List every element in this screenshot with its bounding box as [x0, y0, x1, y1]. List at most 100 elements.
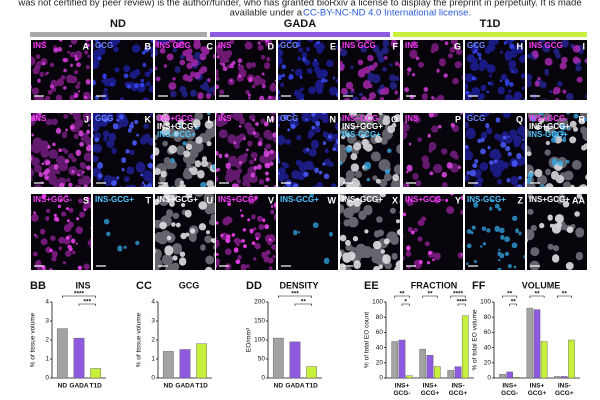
panel-image	[403, 194, 463, 270]
cell-blobs	[155, 194, 215, 270]
bar	[162, 351, 174, 379]
chart-title: GCG	[179, 280, 200, 290]
cell-blobs	[31, 194, 91, 270]
panel-letter: U	[207, 195, 214, 205]
bar	[568, 339, 575, 379]
panel-image	[340, 40, 400, 100]
cell-blobs	[155, 113, 215, 187]
panel-label: INS+GCG-	[33, 195, 72, 204]
group-label: GADA	[284, 18, 316, 30]
significance-label: ****	[457, 299, 468, 306]
chart-letter: BB	[30, 280, 46, 292]
cell-blobs	[340, 194, 400, 270]
y-tick-label: 100	[254, 337, 265, 344]
y-tick-label: 150	[254, 318, 265, 325]
panel-label: INS+GCG-	[342, 114, 381, 123]
group-bar	[30, 32, 207, 37]
y-tick-label: 80	[376, 314, 384, 321]
panel-letter: J	[84, 114, 89, 124]
bar	[419, 348, 427, 379]
panel-image	[465, 113, 525, 187]
cell-blobs	[527, 113, 587, 187]
panel-label: INS GCG	[342, 41, 376, 50]
panel-letter: M	[267, 114, 275, 124]
chart-letter: EE	[364, 280, 379, 292]
y-tick-label: 4	[45, 299, 49, 306]
panel-label: INS+GCG-	[405, 195, 444, 204]
bar	[461, 315, 469, 379]
significance-label: ****	[74, 291, 85, 298]
panel-label: GCG	[95, 41, 113, 50]
panel-label: INS	[405, 41, 419, 50]
chart-letter: DD	[246, 280, 262, 292]
panel-image	[278, 113, 338, 187]
x-tick-label: INS+	[395, 383, 410, 390]
bar	[179, 349, 191, 379]
panel-image	[93, 113, 153, 187]
panel-image	[216, 113, 276, 187]
bar	[196, 343, 208, 379]
y-tick-label: 0	[261, 375, 265, 382]
panel-image	[465, 40, 525, 100]
panel-label: INS	[33, 41, 47, 50]
cell-blobs	[278, 113, 338, 187]
cell-blobs	[216, 113, 276, 187]
panel-letter: V	[268, 195, 274, 205]
significance-label: ***	[84, 299, 92, 306]
panel-letter: Q	[516, 114, 523, 124]
panel-label: GCG	[280, 114, 298, 123]
panel-image	[527, 40, 587, 100]
cell-blobs	[155, 40, 215, 100]
panel-image	[403, 113, 463, 187]
x-tick-label: ND	[58, 383, 68, 390]
cell-blobs	[465, 40, 525, 100]
y-tick-label: 60	[376, 329, 384, 336]
y-axis-label: % of tissue volume	[30, 312, 37, 367]
y-tick-label: 1	[151, 356, 155, 363]
cell-blobs	[527, 194, 585, 270]
x-tick-label: GCG+	[555, 390, 574, 397]
panel-label: INS-GCG+	[95, 195, 134, 204]
chart-title: VOLUME	[522, 280, 561, 290]
bar	[289, 341, 301, 379]
x-tick-label: GCG+	[528, 390, 547, 397]
y-tick-label: 100	[372, 299, 383, 306]
x-tick-label: INS+	[502, 383, 517, 390]
panel-letter: D	[268, 41, 275, 51]
bar	[447, 370, 455, 379]
cell-blobs	[93, 40, 153, 100]
significance-label: ***	[291, 291, 299, 298]
x-tick-label: ND	[274, 383, 284, 390]
cell-blobs	[216, 197, 276, 270]
y-tick-label: 0	[379, 375, 383, 382]
bar	[533, 309, 541, 379]
x-tick-label: INS+	[530, 383, 545, 390]
panel-label: INS+GCG-	[218, 195, 257, 204]
panel-label: GCG	[467, 41, 485, 50]
significance-bracket	[62, 295, 96, 298]
panel-label: GCG	[95, 114, 113, 123]
cell-blobs	[155, 40, 215, 98]
cell-blobs	[31, 113, 91, 187]
bar	[272, 337, 284, 379]
panel-image	[340, 113, 400, 187]
panel-label: INS-GCG+	[157, 130, 196, 139]
panel-label: INS+GCG+	[529, 122, 570, 131]
significance-bracket	[457, 303, 466, 306]
bar	[73, 337, 85, 379]
panel-label: INS-GCG+	[342, 130, 381, 139]
panel-letter: A	[83, 41, 90, 51]
panel-image	[155, 40, 215, 100]
panel-image	[278, 40, 338, 100]
cell-blobs	[527, 117, 587, 187]
significance-label: **	[507, 291, 513, 298]
x-tick-label: GADA	[175, 383, 194, 390]
y-axis-label: % of tissue volume	[136, 312, 143, 367]
y-tick-label: 50	[258, 356, 266, 363]
significance-label: *	[404, 299, 407, 306]
y-tick-label: 20	[376, 360, 384, 367]
y-tick-label: 0	[487, 375, 491, 382]
panel-letter: B	[145, 41, 152, 51]
panel-image	[340, 194, 400, 270]
significance-label: **	[534, 291, 540, 298]
